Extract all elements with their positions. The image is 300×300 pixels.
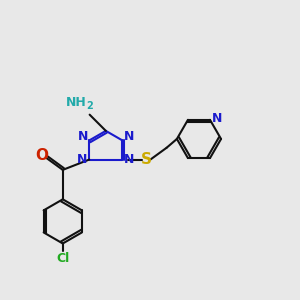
Text: O: O — [35, 148, 48, 163]
Text: N: N — [212, 112, 223, 125]
Text: N: N — [78, 130, 88, 142]
Text: N: N — [77, 153, 87, 166]
Text: Cl: Cl — [56, 252, 69, 265]
Text: 2: 2 — [86, 101, 93, 111]
Text: N: N — [124, 153, 134, 166]
Text: N: N — [124, 130, 134, 142]
Text: S: S — [140, 152, 152, 167]
Text: NH: NH — [66, 96, 87, 110]
